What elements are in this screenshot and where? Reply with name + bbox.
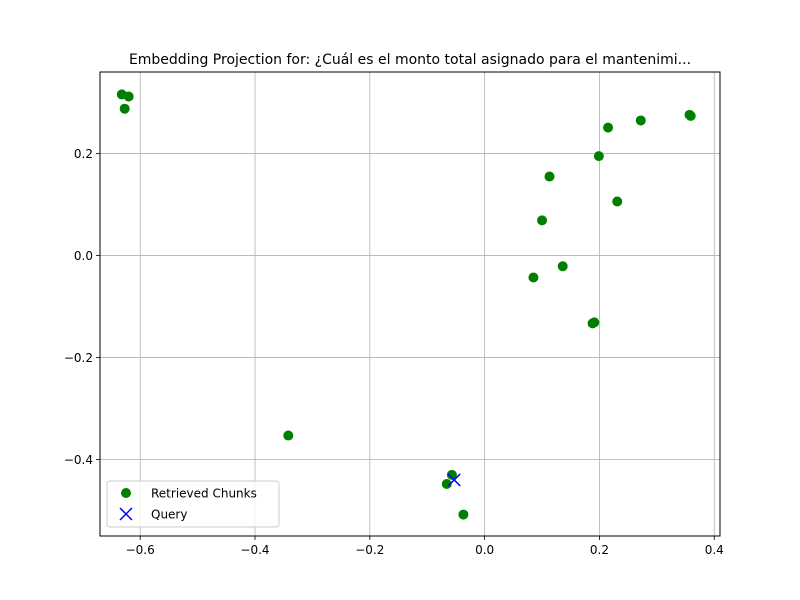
y-tick-label: −0.2 — [64, 351, 93, 365]
legend-box — [106, 480, 280, 528]
retrieved-chunk-point — [557, 261, 568, 272]
x-tick-label: 0.4 — [705, 543, 724, 557]
legend-label-retrieved-chunks: Retrieved Chunks — [151, 487, 257, 501]
retrieved-chunk-point — [123, 91, 134, 102]
axis-ticks: −0.6 −0.4 −0.2 0.0 0.2 0.4 −0.4 −0.2 0.0 0.2 — [64, 147, 724, 557]
legend-marker-query — [119, 507, 133, 521]
y-tick-label: −0.4 — [64, 453, 93, 467]
retrieved-chunk-point — [283, 430, 294, 441]
retrieved-chunk-point — [544, 171, 555, 182]
retrieved-chunk-point — [635, 115, 646, 126]
legend: Retrieved Chunks Query — [106, 480, 280, 528]
retrieved-chunk-point — [537, 215, 548, 226]
retrieved-chunk-point — [685, 110, 696, 121]
retrieved-chunk-point — [119, 103, 130, 114]
retrieved-chunk-point — [603, 122, 614, 133]
legend-marker-retrieved-chunks — [121, 488, 131, 498]
retrieved-chunk-point — [593, 151, 604, 162]
retrieved-chunk-point — [458, 509, 469, 520]
retrieved-chunk-point — [446, 469, 457, 480]
y-tick-label: 0.2 — [74, 147, 93, 161]
chart-title: Embedding Projection for: ¿Cuál es el mo… — [129, 52, 691, 68]
x-tick-label: −0.6 — [126, 543, 155, 557]
retrieved-chunk-point — [589, 317, 600, 328]
plot-area-frame — [99, 71, 721, 537]
retrieved-chunk-point — [528, 272, 539, 283]
x-tick-label: −0.4 — [240, 543, 269, 557]
grid-lines — [100, 72, 720, 536]
x-tick-label: −0.2 — [355, 543, 384, 557]
y-tick-label: 0.0 — [74, 249, 93, 263]
legend-label-query: Query — [151, 508, 187, 522]
x-tick-label: 0.0 — [475, 543, 494, 557]
query-point — [447, 473, 461, 487]
data-points — [116, 89, 696, 520]
retrieved-chunk-point — [612, 196, 623, 207]
retrieved-chunk-point — [441, 478, 452, 489]
x-tick-label: 0.2 — [590, 543, 609, 557]
